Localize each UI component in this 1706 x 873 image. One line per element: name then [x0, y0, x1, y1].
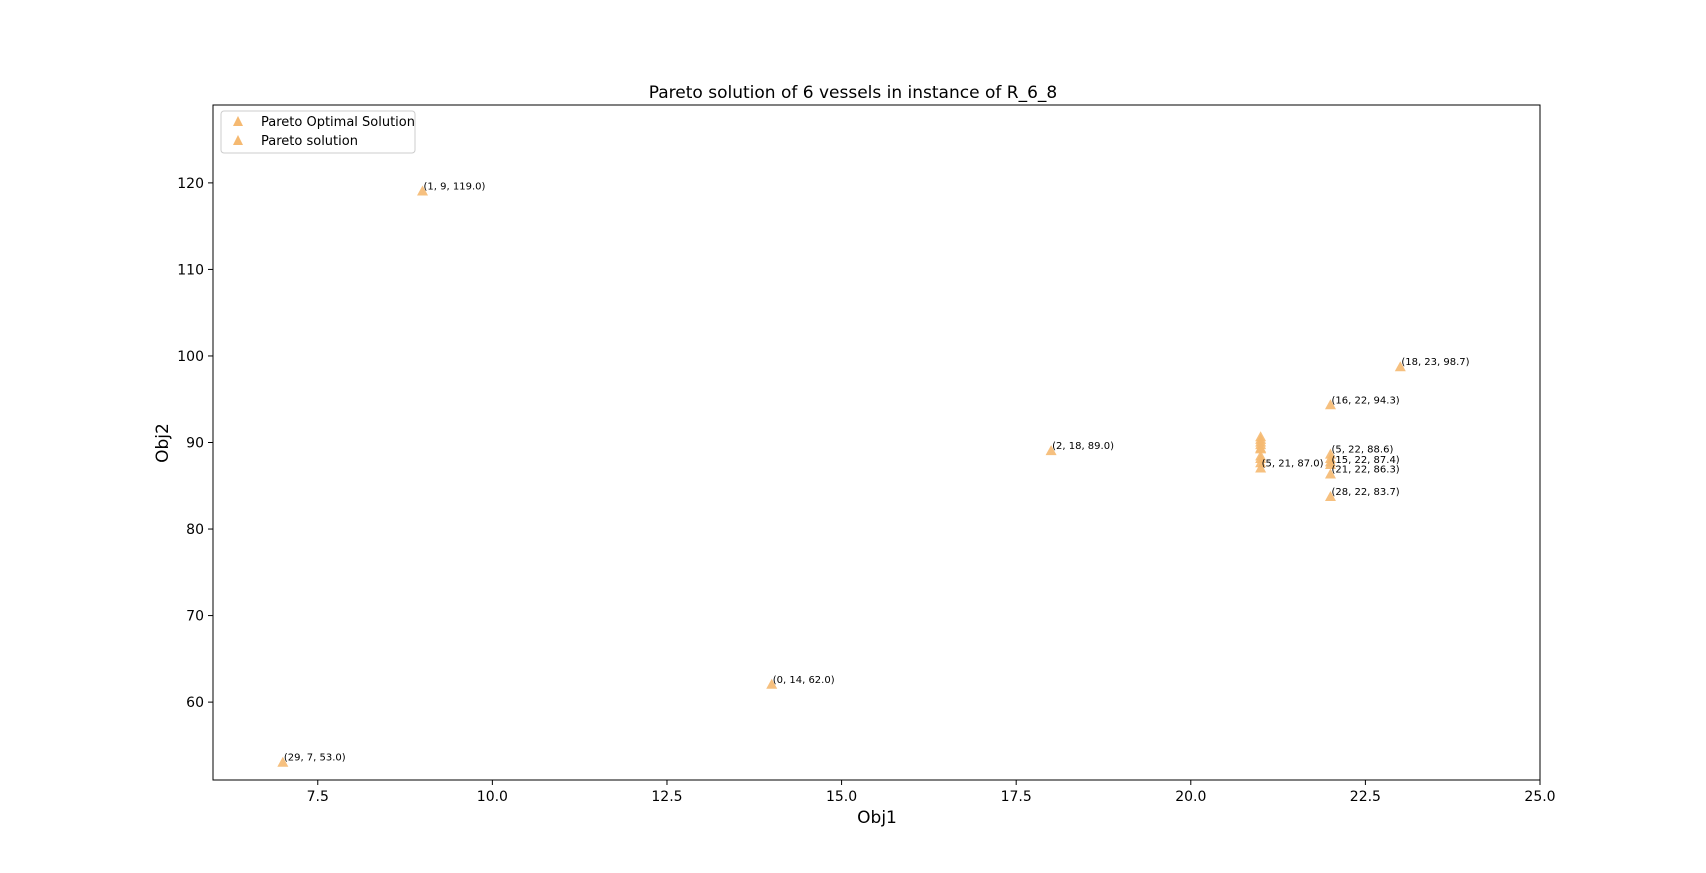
x-tick-label: 12.5 — [651, 789, 682, 805]
data-points — [277, 185, 1406, 767]
y-tick-label: 70 — [186, 609, 204, 625]
x-axis-label: Obj1 — [857, 808, 897, 828]
data-point-marker — [1255, 457, 1267, 468]
x-tick-label: 25.0 — [1524, 789, 1555, 805]
data-point-label: (21, 22, 86.3) — [1331, 465, 1399, 476]
y-axis-ticks: 60 70 80 90 100 110 120 — [177, 176, 213, 711]
data-point-marker — [277, 756, 289, 767]
data-point-marker — [1394, 361, 1406, 372]
data-point-marker — [1255, 462, 1267, 473]
data-point-label: (18, 23, 98.7) — [1401, 357, 1469, 368]
x-tick-label: 20.0 — [1175, 789, 1206, 805]
data-point-marker — [1045, 445, 1057, 456]
y-tick-label: 80 — [186, 522, 204, 538]
data-point-labels: (29, 7, 53.0) (1, 9, 119.0) (0, 14, 62.0) (… — [284, 182, 1470, 764]
data-point-marker — [1324, 399, 1336, 410]
x-tick-label: 7.5 — [307, 789, 329, 805]
data-point-marker — [1324, 491, 1336, 502]
data-point-marker — [417, 185, 429, 196]
legend-label-pareto: Pareto solution — [261, 134, 358, 149]
data-point-marker — [766, 678, 778, 689]
data-point-label: (5, 21, 87.0) — [1262, 458, 1324, 469]
x-tick-label: 17.5 — [1001, 789, 1032, 805]
legend-label-optimal: Pareto Optimal Solution — [261, 115, 415, 130]
data-point-label: (1, 9, 119.0) — [424, 182, 486, 193]
data-point-label: (28, 22, 83.7) — [1331, 487, 1399, 498]
x-tick-label: 15.0 — [826, 789, 857, 805]
x-tick-label: 22.5 — [1350, 789, 1381, 805]
y-tick-label: 90 — [186, 436, 204, 452]
plot-area — [213, 105, 1540, 780]
data-point-label: (0, 14, 62.0) — [773, 675, 835, 686]
data-point-marker — [1324, 459, 1336, 469]
x-tick-label: 10.0 — [477, 789, 508, 805]
legend-box — [220, 110, 416, 154]
chart-title: Pareto solution of 6 vessels in instance… — [649, 83, 1057, 103]
plot-frame — [212, 104, 1541, 781]
data-point-marker — [1255, 443, 1267, 454]
y-tick-label: 120 — [177, 176, 204, 192]
data-point-marker — [1324, 468, 1336, 479]
legend: Pareto Optimal Solution Pareto solution — [220, 110, 416, 154]
y-tick-label: 100 — [177, 349, 204, 365]
data-point-label: (2, 18, 89.0) — [1052, 441, 1114, 452]
data-point-label: (29, 7, 53.0) — [284, 753, 346, 764]
data-point-label: (16, 22, 94.3) — [1331, 395, 1399, 406]
y-tick-label: 110 — [177, 262, 204, 278]
y-tick-label: 60 — [186, 695, 204, 711]
legend-marker-pareto — [233, 135, 243, 145]
data-point-label: (15, 22, 87.4) — [1331, 455, 1399, 466]
y-axis-label: Obj2 — [153, 423, 173, 463]
legend-marker-optimal — [233, 116, 243, 126]
x-axis-ticks: 7.5 10.0 12.5 15.0 17.5 20.0 22.5 25.0 — [307, 780, 1556, 805]
data-point-label: (5, 22, 88.6) — [1331, 445, 1393, 456]
